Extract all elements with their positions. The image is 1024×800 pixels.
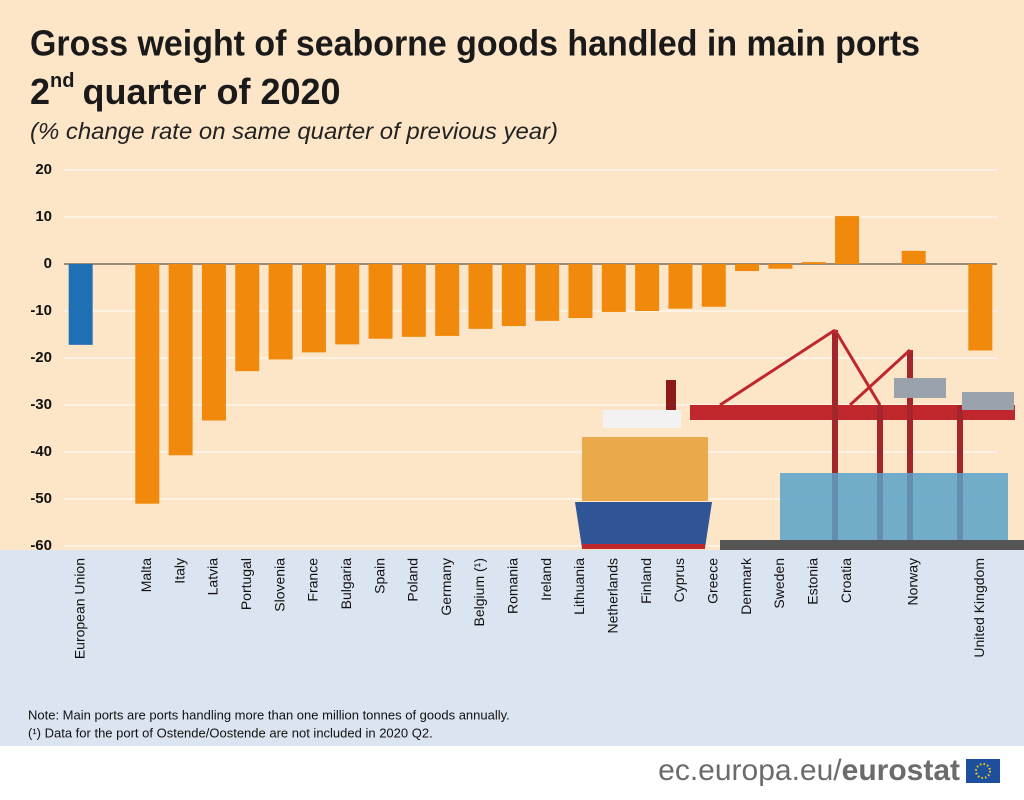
y-tick-label: -10	[30, 302, 52, 319]
source-brand: eurostat	[842, 754, 960, 787]
ship-funnel	[666, 380, 676, 410]
bar	[268, 264, 293, 360]
x-tick-label: Romania	[505, 558, 521, 614]
ship-hull	[575, 502, 712, 548]
x-tick-label: Finland	[638, 558, 654, 604]
bar	[901, 250, 926, 264]
y-tick-label: -60	[30, 537, 52, 554]
bar	[635, 264, 660, 311]
bar	[201, 264, 226, 421]
bar	[835, 216, 860, 264]
bar	[68, 264, 93, 345]
bar	[468, 264, 493, 329]
bar	[168, 264, 193, 456]
crane-cab	[962, 392, 1014, 410]
x-tick-label: Sweden	[771, 558, 787, 609]
x-tick-label: Lithuania	[571, 558, 587, 615]
bar	[568, 264, 593, 319]
quay-containers	[780, 473, 1008, 540]
chart-title: Gross weight of seaborne goods handled i…	[30, 23, 920, 64]
x-tick-label: Spain	[371, 558, 387, 594]
y-tick-label: 0	[44, 255, 52, 272]
x-tick-label: Bulgaria	[338, 558, 354, 610]
y-tick-label: 20	[35, 161, 52, 178]
bar	[301, 264, 326, 353]
y-tick-label: -30	[30, 396, 52, 413]
x-tick-label: Greece	[704, 558, 720, 604]
containers	[582, 437, 708, 501]
footer-background	[0, 746, 1024, 800]
bar	[968, 264, 993, 351]
title-rest: quarter of 2020	[82, 71, 340, 112]
y-tick-label: -40	[30, 443, 52, 460]
bar	[401, 264, 426, 337]
x-tick-label: Croatia	[838, 558, 854, 603]
x-tick-label: Germany	[438, 558, 454, 616]
ship-stripe	[582, 544, 705, 549]
bar	[368, 264, 393, 339]
bar	[501, 264, 526, 327]
x-tick-label: Norway	[904, 558, 920, 605]
bar	[235, 264, 260, 372]
bar	[735, 264, 760, 272]
x-tick-label: Ireland	[538, 558, 554, 601]
x-tick-label: Portugal	[238, 558, 254, 610]
x-tick-label: Italy	[171, 558, 187, 584]
chart-title-2: 2nd quarter of 2020	[30, 70, 341, 111]
y-tick-label: -20	[30, 349, 52, 366]
x-tick-label: Belgium (¹)	[471, 558, 487, 626]
label-background	[0, 550, 1024, 746]
bar	[601, 264, 626, 312]
x-tick-label: Latvia	[205, 558, 221, 596]
title-number: 2	[30, 71, 50, 112]
bar	[768, 264, 793, 269]
eu-stars	[975, 763, 991, 779]
title-suffix: nd	[50, 70, 74, 92]
y-tick-label: 10	[35, 208, 52, 225]
note: Note: Main ports are ports handling more…	[28, 707, 510, 722]
bar	[135, 264, 160, 504]
note: (¹) Data for the port of Ostende/Oostend…	[28, 725, 433, 740]
quay	[720, 540, 1024, 550]
crane-cables	[719, 328, 912, 407]
bar	[701, 264, 726, 307]
source: ec.europa.eu/eurostat	[658, 754, 960, 787]
x-tick-label: Estonia	[804, 558, 820, 605]
y-tick-label: -50	[30, 490, 52, 507]
x-tick-label: Malta	[138, 558, 154, 592]
illustration	[575, 328, 1024, 550]
crane-boom	[690, 405, 1015, 420]
source-domain: ec.europa.eu/	[658, 754, 842, 787]
ship-bridge	[603, 410, 681, 428]
chart-subtitle: (% change rate on same quarter of previo…	[30, 118, 558, 144]
x-tick-label: Denmark	[738, 557, 754, 615]
bar	[335, 264, 360, 345]
bar	[435, 264, 460, 336]
bar	[668, 264, 693, 309]
x-tick-label: France	[305, 558, 321, 602]
bar	[801, 262, 826, 264]
x-tick-label: United Kingdom	[971, 558, 987, 658]
crane-cab	[894, 378, 946, 398]
bar	[535, 264, 560, 321]
x-tick-label: Netherlands	[605, 558, 621, 634]
x-tick-label: Cyprus	[671, 558, 687, 602]
crane-legs	[832, 330, 963, 540]
eu-flag	[966, 759, 1000, 783]
x-tick-label: Poland	[405, 558, 421, 602]
x-tick-label: Slovenia	[271, 558, 287, 612]
x-tick-label: European Union	[71, 558, 87, 659]
